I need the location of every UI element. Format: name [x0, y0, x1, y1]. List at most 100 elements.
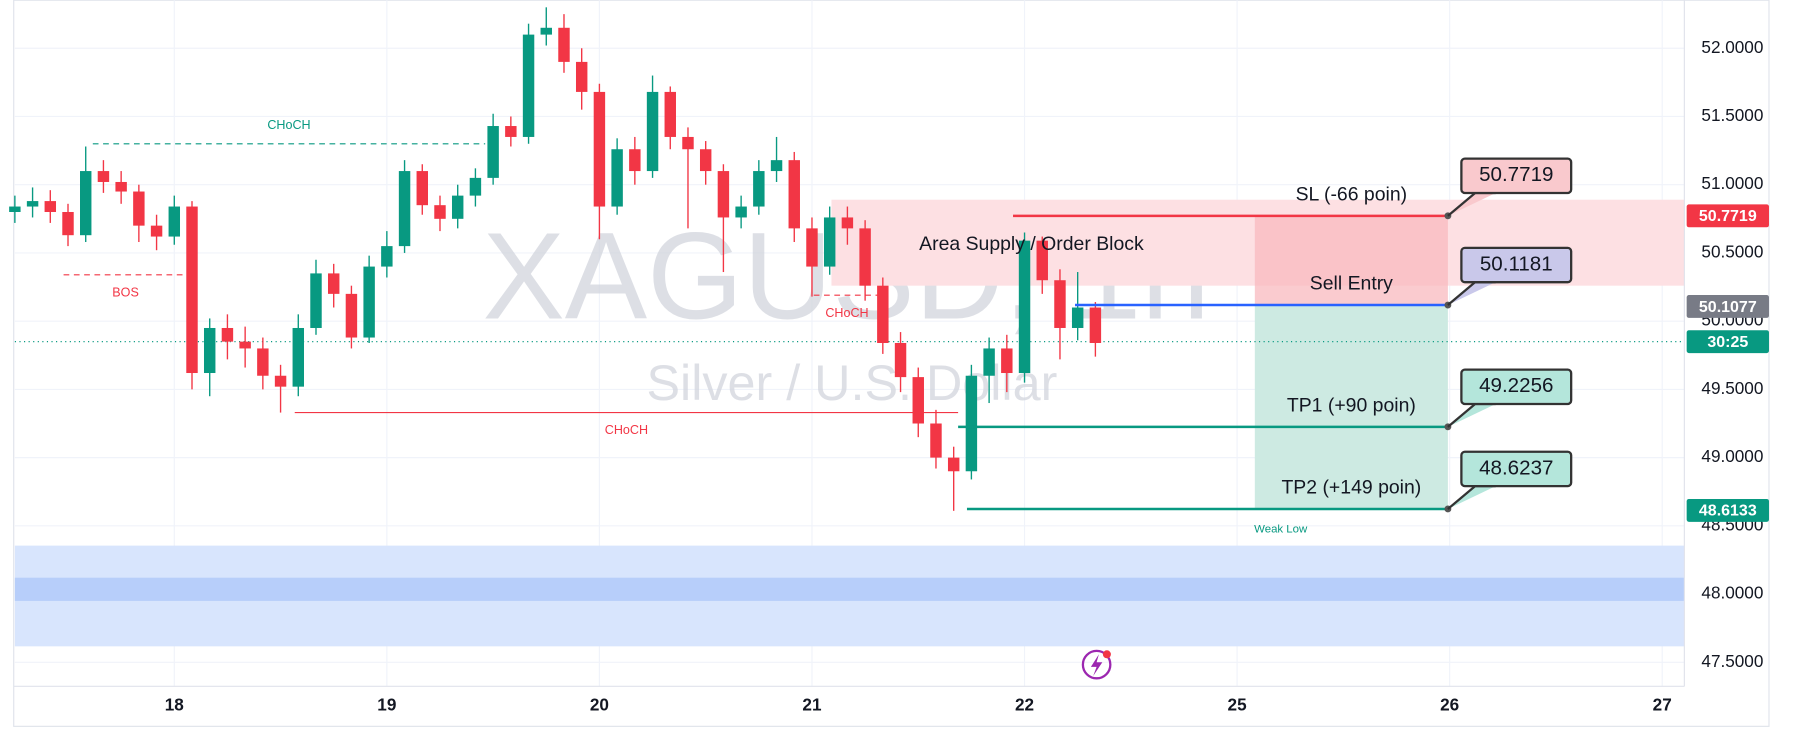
price-label: 50.7719 — [1699, 208, 1757, 225]
background-layer: XAGUSD, 1hSilver / U.S. Dollar — [14, 0, 1685, 687]
label-layer: 47.500048.000048.500049.000049.500050.00… — [112, 37, 1769, 714]
level-label: TP1 (+90 poin) — [1287, 394, 1416, 416]
y-tick-label: 49.5000 — [1701, 378, 1763, 398]
candle-body — [381, 246, 393, 267]
price-label-box — [1686, 330, 1769, 354]
candle-body — [62, 211, 74, 236]
price-label: 30:25 — [1707, 334, 1748, 351]
candle-body — [80, 171, 92, 236]
candle-body — [859, 228, 871, 286]
candle-body — [629, 149, 641, 172]
candle-body — [823, 217, 836, 267]
candle-body — [983, 348, 995, 376]
candle-body — [646, 91, 659, 172]
candle-body — [540, 27, 552, 35]
candle-body — [97, 171, 110, 182]
candle-body — [841, 217, 854, 229]
candle-body — [434, 205, 446, 219]
candle-body — [965, 375, 978, 472]
candle-body — [770, 160, 783, 172]
candle-body — [168, 206, 181, 237]
y-tick-label: 49.0000 — [1701, 446, 1763, 466]
y-tick-label: 50.5000 — [1701, 241, 1763, 261]
candle-body — [26, 201, 39, 207]
candle-body — [894, 342, 907, 378]
candle-body — [487, 126, 499, 178]
structure-label: CHoCH — [267, 118, 310, 132]
candle-body — [611, 149, 623, 207]
x-tick-label: 20 — [590, 694, 609, 714]
candle-body — [451, 195, 464, 219]
candle-body — [186, 206, 198, 374]
candle-body — [558, 27, 570, 62]
callout-value: 48.6237 — [1479, 456, 1553, 479]
callout-value: 49.2256 — [1479, 374, 1553, 397]
candle-body — [115, 181, 127, 192]
loss-area — [1254, 215, 1448, 306]
zone — [14, 577, 1685, 601]
candle-body — [717, 171, 730, 218]
candle-body — [1036, 240, 1048, 281]
callout-box — [1460, 368, 1573, 406]
price-label: 48.6133 — [1699, 503, 1757, 520]
candle-body — [363, 266, 375, 338]
x-tick-label: 26 — [1440, 694, 1459, 714]
y-tick-label: 51.5000 — [1701, 105, 1763, 125]
candle-body — [930, 423, 942, 458]
candle-body — [664, 91, 676, 137]
candle-body — [203, 327, 216, 374]
candle-body — [753, 171, 765, 207]
candle-body — [150, 225, 163, 237]
candle-body — [398, 171, 411, 247]
callout-value: 50.1181 — [1480, 252, 1553, 275]
structure-label: BOS — [112, 285, 139, 299]
price-label-box — [1686, 295, 1769, 318]
candle-body — [345, 293, 358, 338]
callout-box — [1460, 157, 1573, 195]
candle-body — [9, 206, 21, 212]
lightning-icon — [1081, 649, 1112, 680]
y-tick-label: 51.0000 — [1701, 173, 1763, 193]
candle-body — [1054, 280, 1066, 328]
candle-body — [1071, 307, 1084, 328]
level-label: Sell Entry — [1310, 273, 1393, 295]
candle-body — [310, 273, 322, 328]
y-tick-label: 47.5000 — [1701, 651, 1763, 671]
x-tick-label: 19 — [377, 694, 396, 714]
candle-body — [735, 206, 747, 218]
watermark-subtitle: Silver / U.S. Dollar — [646, 354, 1057, 411]
candle-body — [699, 149, 712, 172]
price-label-box — [1686, 498, 1769, 522]
price-label-box — [1686, 204, 1769, 228]
candle-body — [44, 201, 57, 212]
drawing-layer — [9, 7, 1448, 511]
candle-body — [947, 457, 960, 472]
candle-body — [221, 327, 234, 342]
candle-body — [469, 177, 482, 196]
zone-label: Area Supply / Order Block — [919, 233, 1144, 255]
x-tick-label: 25 — [1228, 694, 1248, 714]
candle-body — [133, 191, 145, 226]
candle-body — [682, 136, 694, 150]
candle-body — [912, 377, 924, 424]
level-label: SL (-66 poin) — [1296, 183, 1408, 205]
weak-low-label: Weak Low — [1254, 524, 1308, 536]
x-tick-label: 18 — [165, 694, 184, 714]
candle-body — [877, 285, 889, 343]
candle-body — [575, 61, 588, 92]
candle-body — [806, 228, 818, 267]
x-tick-label: 27 — [1653, 694, 1672, 714]
candle-body — [593, 91, 606, 207]
candle-body — [239, 341, 251, 349]
level-label: TP2 (+149 poin) — [1281, 477, 1421, 499]
callout-box — [1460, 246, 1573, 284]
y-tick-label: 48.0000 — [1701, 583, 1763, 603]
candle-body — [522, 34, 535, 137]
candle-body — [292, 327, 304, 387]
candle-body — [274, 375, 287, 387]
profit-area — [1254, 305, 1448, 509]
structure-label: CHoCH — [605, 423, 648, 437]
callout-box — [1460, 450, 1573, 488]
